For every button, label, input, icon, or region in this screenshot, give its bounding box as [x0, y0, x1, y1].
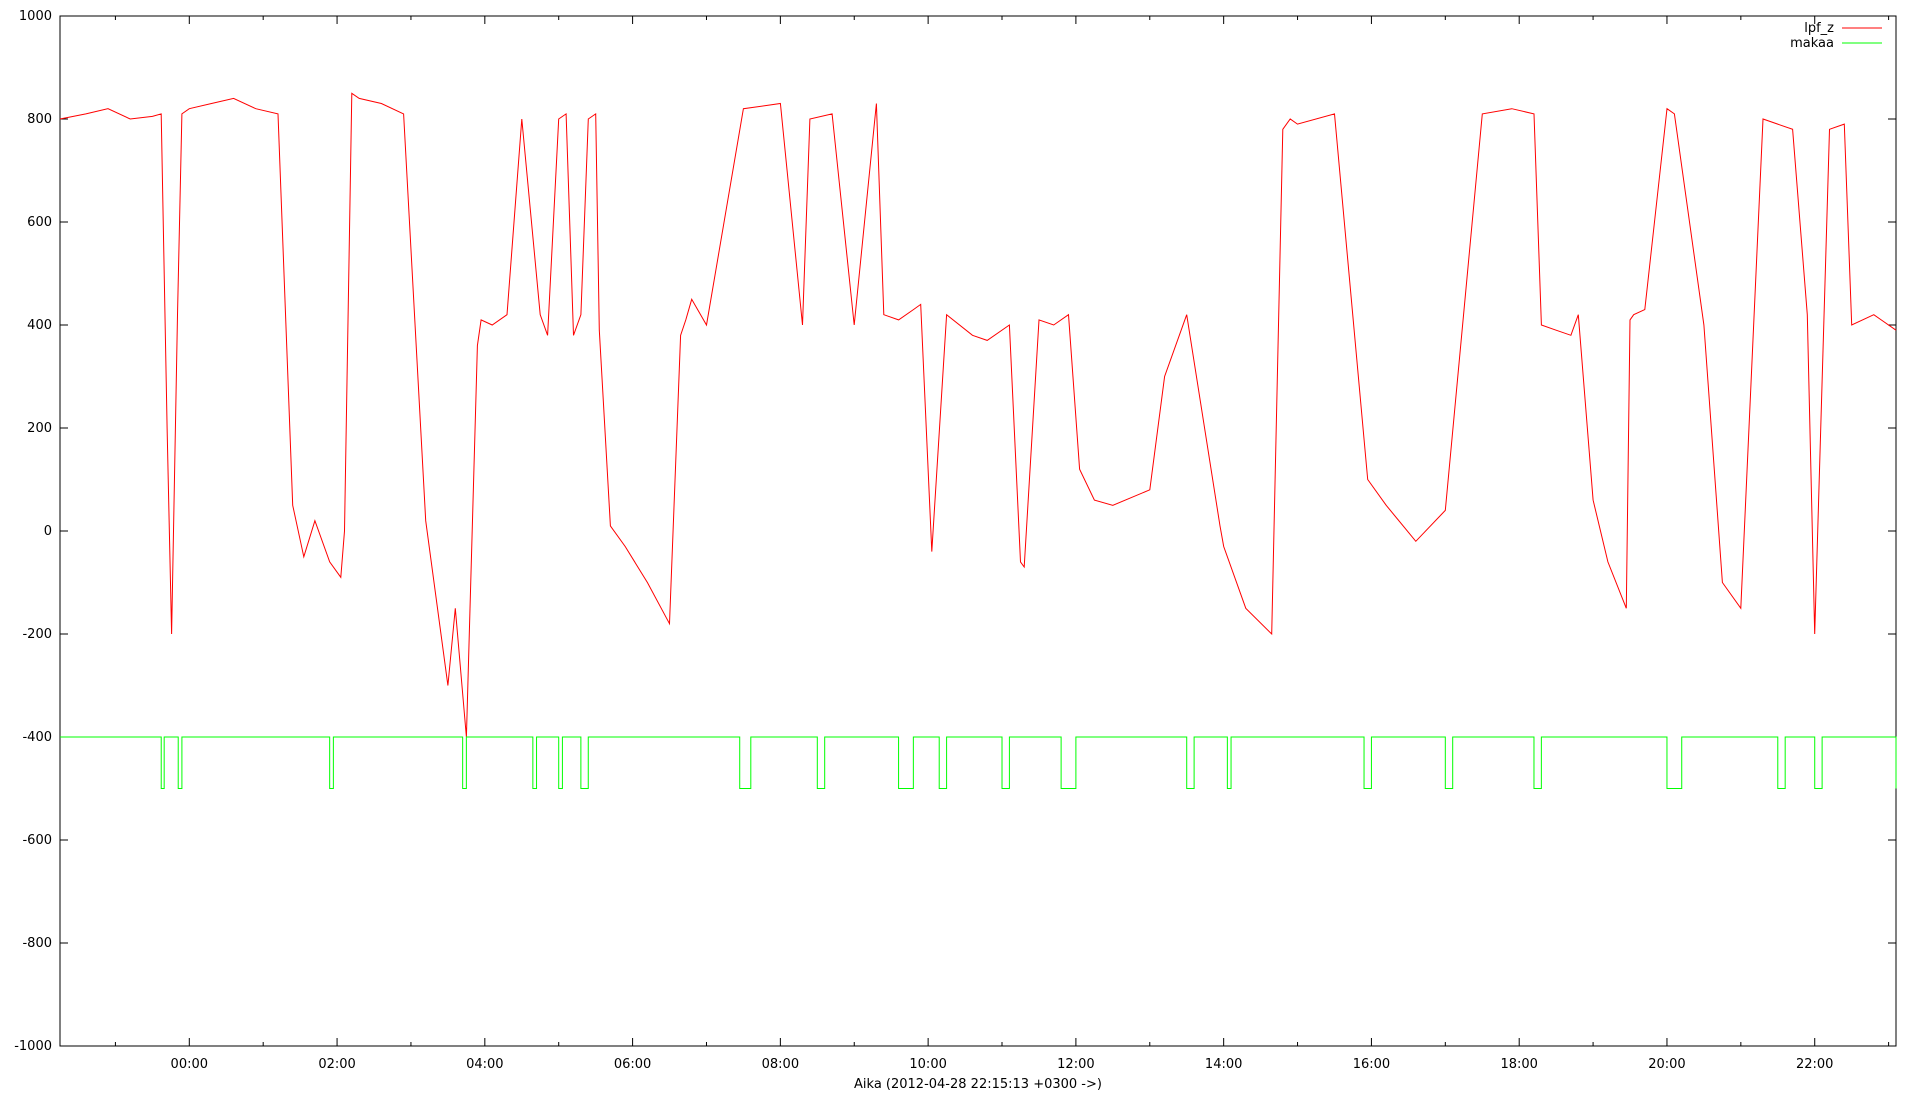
y-tick-label: -1000: [14, 1039, 52, 1054]
series-lines: [59, 92, 1897, 789]
x-tick-label: 16:00: [1353, 1057, 1390, 1072]
x-tick-label: 08:00: [762, 1057, 799, 1072]
y-axis: 1000 800 600 400 200 0 -200 -400 -600 -800 -1000: [14, 9, 1896, 1054]
x-tick-label: 20:00: [1648, 1057, 1685, 1072]
y-tick-label: -800: [22, 936, 52, 951]
x-axis-title: Aika (2012-04-28 22:15:13 +0300 ->): [854, 1077, 1102, 1092]
y-tick-label: 200: [27, 421, 52, 436]
x-tick-label: 22:00: [1796, 1057, 1833, 1072]
y-tick-label: -200: [22, 627, 52, 642]
x-tick-label: 04:00: [466, 1057, 503, 1072]
y-tick-label: 1000: [19, 9, 52, 24]
x-tick-label: 00:00: [171, 1057, 208, 1072]
y-tick-label: 0: [44, 524, 52, 539]
y-tick-label: 800: [27, 112, 52, 127]
x-tick-label: 12:00: [1057, 1057, 1094, 1072]
series-line-makaa: [60, 736, 1897, 789]
y-tick-label: 400: [27, 318, 52, 333]
legend-label-makaa: makaa: [1790, 36, 1834, 51]
x-tick-label: 06:00: [614, 1057, 651, 1072]
plot-frame: [59, 15, 1897, 1047]
x-tick-label: 14:00: [1205, 1057, 1242, 1072]
y-tick-label: -400: [22, 730, 52, 745]
x-axis: 00:00 02:00 04:00 06:00 08:00 10:00 12:00 14:00…: [114, 16, 1890, 1072]
legend-label-lpf_z: lpf_z: [1804, 21, 1834, 36]
y-tick-label: 600: [27, 215, 52, 230]
y-tick-label: -600: [22, 833, 52, 848]
x-tick-label: 10:00: [909, 1057, 946, 1072]
x-tick-label: 02:00: [318, 1057, 355, 1072]
x-tick-label: 18:00: [1500, 1057, 1537, 1072]
series-line-lpf_z: [59, 92, 1897, 738]
